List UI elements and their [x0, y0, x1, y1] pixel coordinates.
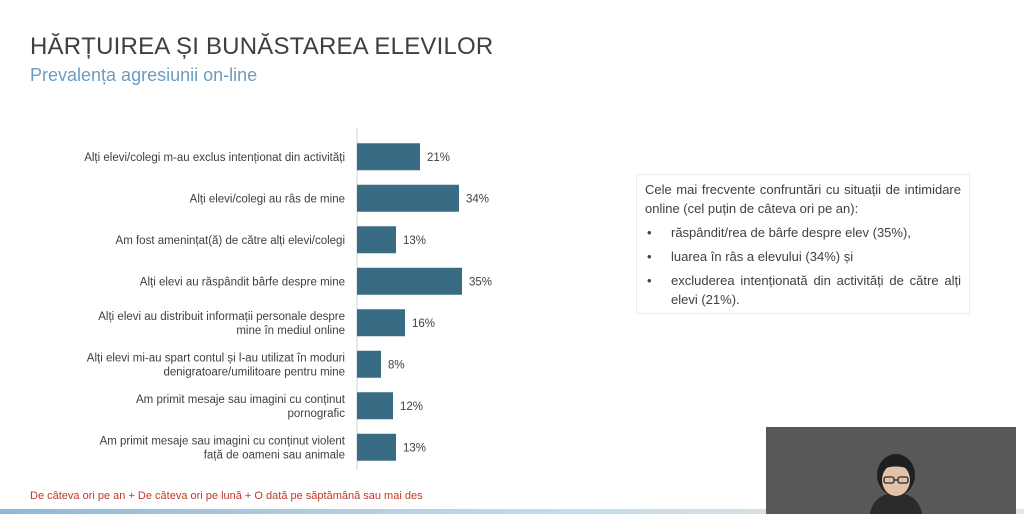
summary-list: • răspândit/rea de bârfe despre elev (35…	[645, 223, 961, 309]
bullet-icon: •	[647, 273, 652, 288]
slide-title: HĂRȚUIREA ȘI BUNĂSTAREA ELEVILOR	[30, 33, 494, 60]
summary-item: • răspândit/rea de bârfe despre elev (35…	[645, 223, 961, 242]
category-label: Alți elevi mi-au spart contul și l-au ut…	[87, 352, 345, 378]
bar-value-label: 35%	[469, 276, 492, 288]
summary-item-text: luarea în râs a elevului (34%) și	[671, 249, 854, 264]
bullet-icon: •	[647, 249, 652, 264]
bullet-icon: •	[647, 225, 652, 240]
category-label: Am primit mesaje sau imagini cu conținut…	[136, 394, 346, 420]
summary-item-text: excluderea intenționată din activități d…	[671, 273, 961, 307]
bar-value-label: 13%	[403, 442, 426, 454]
chart-bar	[357, 143, 420, 171]
footnote: De câteva ori pe an + De câteva ori pe l…	[30, 490, 423, 502]
slide-subtitle: Prevalența agresiunii on-line	[30, 65, 258, 85]
chart-bar	[357, 309, 405, 337]
bar-chart: 21% Alți elevi/colegi m-au exclus intenți…	[20, 128, 540, 470]
bar-value-label: 34%	[466, 193, 489, 205]
category-label: Alți elevi au distribuit informații pers…	[98, 311, 345, 337]
chart-bar	[357, 267, 462, 295]
bar-value-label: 21%	[427, 152, 450, 164]
bar-value-label: 12%	[400, 401, 423, 413]
webcam-overlay	[766, 427, 1016, 514]
summary-intro: Cele mai frecvente confruntări cu situaț…	[645, 182, 961, 216]
summary-item-text: răspândit/rea de bârfe despre elev (35%)…	[671, 225, 911, 240]
category-label: Alți elevi au răspândit bârfe despre min…	[140, 276, 345, 288]
summary-item: • excluderea intenționată din activități…	[645, 271, 961, 309]
chart-bar	[357, 350, 381, 378]
presenter-person-icon	[869, 454, 923, 514]
bar-value-label: 13%	[403, 235, 426, 247]
summary-box: Cele mai frecvente confruntări cu situaț…	[636, 174, 970, 314]
category-label: Am primit mesaje sau imagini cu conținut…	[100, 435, 346, 461]
chart-bar	[357, 184, 459, 212]
bar-value-label: 16%	[412, 318, 435, 330]
category-label: Alți elevi/colegi au râs de mine	[190, 193, 345, 205]
chart-bar	[357, 392, 393, 420]
slide-bottom-bar	[0, 509, 1024, 514]
chart-bar	[357, 226, 396, 254]
bar-value-label: 8%	[388, 359, 405, 371]
bar-chart-svg: 21% Alți elevi/colegi m-au exclus intenți…	[84, 128, 492, 470]
category-label: Am fost amenințat(ă) de către alți elevi…	[116, 235, 345, 247]
category-label: Alți elevi/colegi m-au exclus intenționa…	[84, 152, 345, 164]
summary-item: • luarea în râs a elevului (34%) și	[645, 247, 961, 266]
chart-bar	[357, 433, 396, 461]
